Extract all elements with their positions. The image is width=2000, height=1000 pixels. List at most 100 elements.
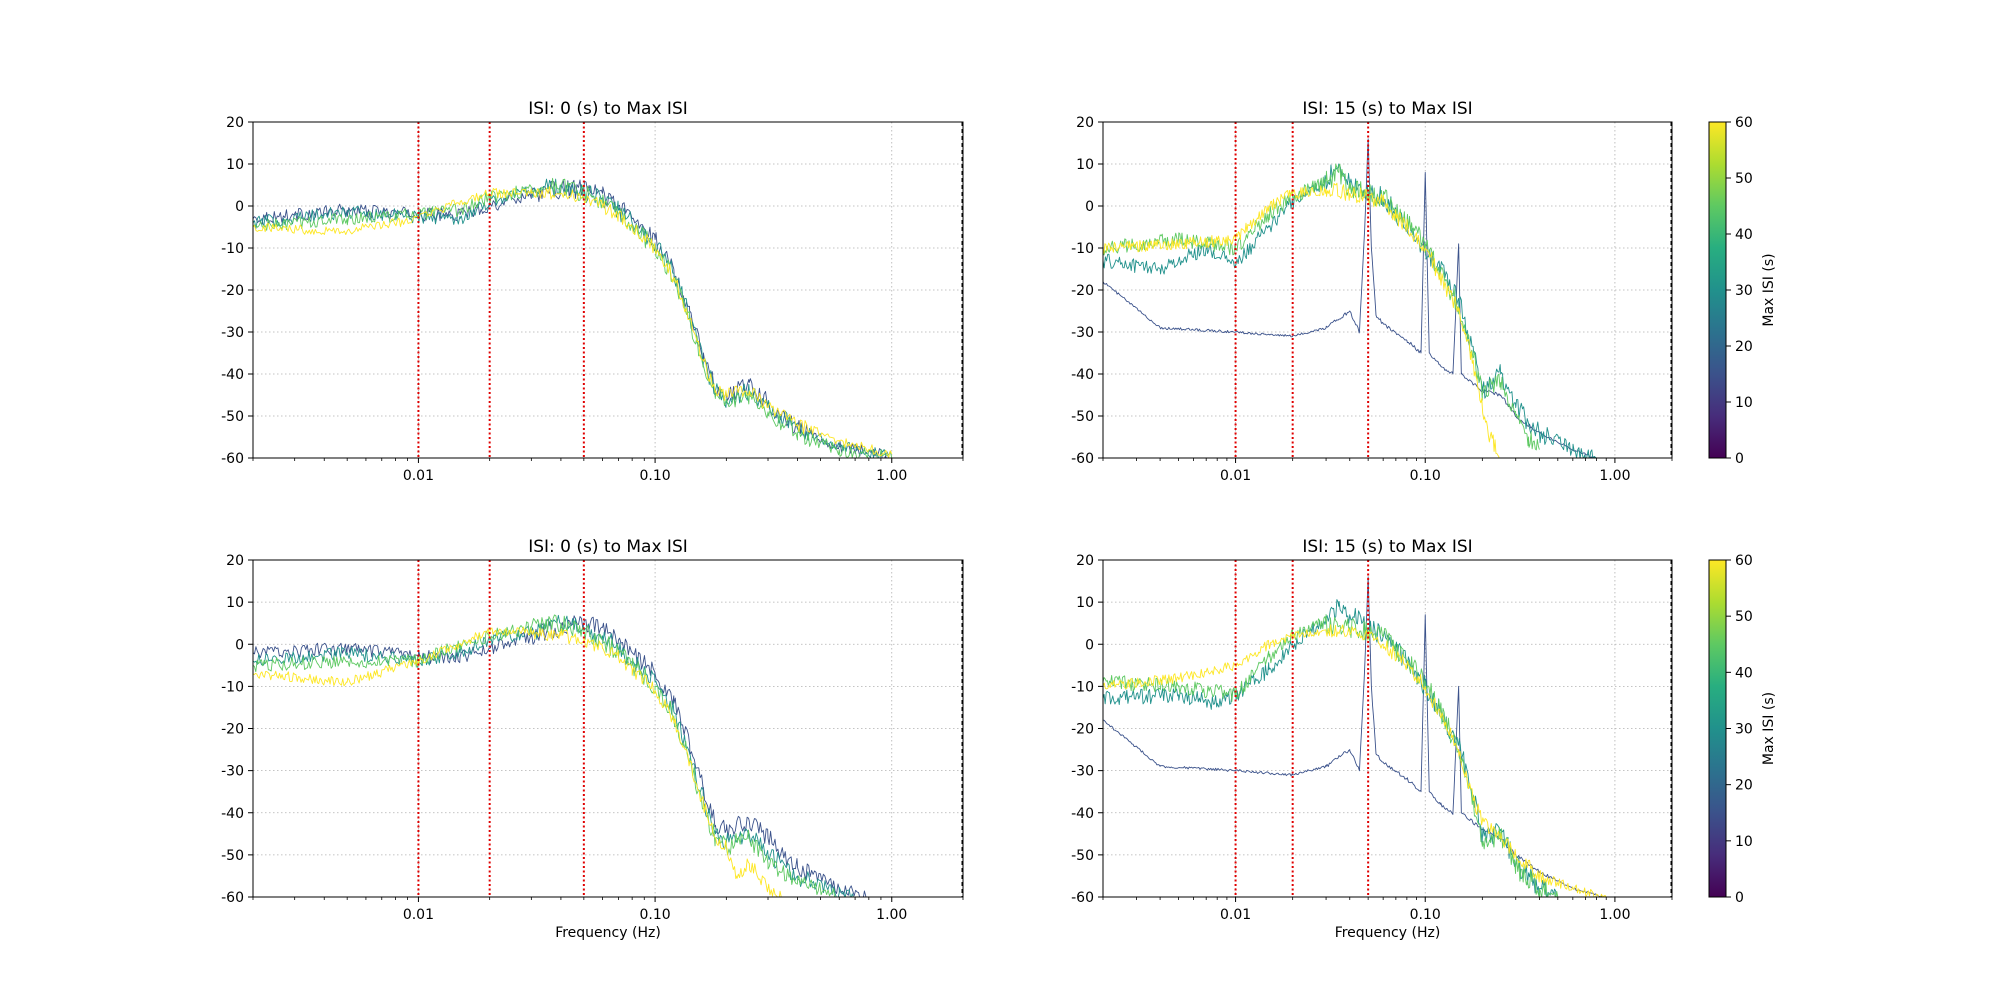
x-axis-label: Frequency (Hz) bbox=[555, 925, 661, 941]
subplot-2: -60 -50 -40 -30 -20 -10 0 10 20 0.01 0.10 1.00 ISI: … bbox=[1071, 99, 1777, 484]
colorbar-tick-label: 20 bbox=[1735, 339, 1753, 355]
y-tick-label: 0 bbox=[1085, 199, 1094, 215]
y-tick-label: 10 bbox=[1076, 595, 1094, 611]
subplot-title: ISI: 15 (s) to Max ISI bbox=[1302, 99, 1472, 119]
y-tick-label: 10 bbox=[226, 595, 244, 611]
subplot-1: -60 -50 -40 -30 -20 -10 0 10 20 0.01 0.10 1.00 ISI: … bbox=[221, 99, 964, 484]
subplot-3: -60 -50 -40 -30 -20 -10 0 10 20 0.01 0.10 1.00 ISI: … bbox=[221, 537, 964, 941]
colorbar-label: Max ISI (s) bbox=[1761, 253, 1777, 326]
y-tick-label: -30 bbox=[221, 764, 244, 780]
y-tick-label: -40 bbox=[1071, 367, 1094, 383]
colorbar-tick-label: 50 bbox=[1735, 171, 1753, 187]
y-tick-label: -50 bbox=[1071, 409, 1094, 425]
x-tick-label: 1.00 bbox=[1599, 468, 1630, 484]
colorbar-gradient bbox=[1708, 121, 1727, 459]
y-tick-label: -20 bbox=[221, 283, 244, 299]
axes-frame bbox=[252, 121, 964, 459]
y-tick-label: -50 bbox=[221, 409, 244, 425]
y-tick-label: -10 bbox=[221, 679, 244, 695]
x-tick-label: 0.10 bbox=[640, 907, 671, 923]
y-tick-label: 0 bbox=[235, 199, 244, 215]
series-group bbox=[1103, 138, 1597, 458]
x-tick-label: 0.10 bbox=[640, 468, 671, 484]
colorbar-tick-label: 0 bbox=[1735, 451, 1744, 467]
colorbar: 0 10 20 30 40 50 60 Max ISI (s) bbox=[1708, 115, 1777, 467]
x-tick-label: 1.00 bbox=[1599, 907, 1630, 923]
y-tick-label: -10 bbox=[221, 241, 244, 257]
colorbar-tick-label: 40 bbox=[1735, 665, 1753, 681]
y-tick-label: -20 bbox=[1071, 722, 1094, 738]
series-line bbox=[253, 178, 892, 458]
subplot-4: -60 -50 -40 -30 -20 -10 0 10 20 0.01 0.10 1.00 ISI: … bbox=[1071, 537, 1777, 941]
y-tick-label: -60 bbox=[221, 890, 244, 906]
series-line bbox=[253, 186, 893, 458]
series-line bbox=[1103, 163, 1597, 458]
series-line bbox=[1103, 138, 1597, 458]
y-tick-label: -20 bbox=[221, 722, 244, 738]
series-group bbox=[253, 177, 893, 458]
y-tick-label: -40 bbox=[221, 367, 244, 383]
colorbar-tick-label: 0 bbox=[1735, 890, 1744, 906]
colorbar-tick-label: 50 bbox=[1735, 609, 1753, 625]
series-line bbox=[1103, 163, 1540, 451]
series-line bbox=[253, 179, 892, 458]
colorbar-tick-label: 40 bbox=[1735, 227, 1753, 243]
series-line bbox=[253, 614, 840, 897]
colorbar-tick-label: 60 bbox=[1735, 115, 1753, 131]
y-tick-label: -10 bbox=[1071, 241, 1094, 257]
series-line bbox=[1103, 182, 1501, 458]
colorbar-tick-label: 10 bbox=[1735, 834, 1753, 850]
y-tick-label: -40 bbox=[221, 806, 244, 822]
colorbar-tick-label: 30 bbox=[1735, 722, 1753, 738]
colorbar-tick-label: 30 bbox=[1735, 283, 1753, 299]
series-group bbox=[1103, 576, 1607, 897]
y-tick-label: 20 bbox=[226, 115, 244, 131]
y-tick-label: 20 bbox=[1076, 553, 1094, 569]
series-line bbox=[253, 626, 784, 897]
y-tick-label: 20 bbox=[226, 553, 244, 569]
y-tick-label: -40 bbox=[1071, 806, 1094, 822]
y-tick-label: -30 bbox=[1071, 325, 1094, 341]
subplot-title: ISI: 0 (s) to Max ISI bbox=[528, 537, 688, 557]
axes-frame bbox=[252, 559, 964, 898]
colorbar-tick-label: 60 bbox=[1735, 553, 1753, 569]
y-tick-label: 20 bbox=[1076, 115, 1094, 131]
y-tick-label: -60 bbox=[221, 451, 244, 467]
colorbar-tick-label: 20 bbox=[1735, 778, 1753, 794]
colorbar-tick-label: 10 bbox=[1735, 395, 1753, 411]
series-line bbox=[1103, 614, 1559, 897]
x-tick-label: 0.01 bbox=[403, 468, 434, 484]
y-tick-label: -30 bbox=[221, 325, 244, 341]
y-tick-label: 10 bbox=[226, 157, 244, 173]
series-group bbox=[253, 614, 869, 897]
y-tick-label: 0 bbox=[235, 637, 244, 653]
x-tick-label: 0.01 bbox=[1220, 468, 1251, 484]
y-tick-label: 10 bbox=[1076, 157, 1094, 173]
y-tick-label: -60 bbox=[1071, 890, 1094, 906]
y-tick-label: 0 bbox=[1085, 637, 1094, 653]
x-tick-label: 1.00 bbox=[876, 468, 907, 484]
series-line bbox=[1103, 624, 1607, 897]
subplot-title: ISI: 0 (s) to Max ISI bbox=[528, 99, 688, 119]
colorbar-label: Max ISI (s) bbox=[1761, 692, 1777, 765]
x-tick-label: 0.10 bbox=[1410, 468, 1441, 484]
x-tick-label: 0.10 bbox=[1410, 907, 1441, 923]
x-tick-label: 0.01 bbox=[1220, 907, 1251, 923]
series-line bbox=[1103, 599, 1558, 897]
y-tick-label: -50 bbox=[1071, 848, 1094, 864]
x-tick-label: 0.01 bbox=[403, 907, 434, 923]
y-tick-label: -50 bbox=[221, 848, 244, 864]
colorbar-gradient bbox=[1708, 559, 1727, 898]
series-line bbox=[253, 177, 893, 458]
y-tick-label: -60 bbox=[1071, 451, 1094, 467]
y-tick-label: -20 bbox=[1071, 283, 1094, 299]
series-line bbox=[253, 615, 869, 897]
y-tick-label: -30 bbox=[1071, 764, 1094, 780]
x-tick-label: 1.00 bbox=[876, 907, 907, 923]
y-tick-label: -10 bbox=[1071, 679, 1094, 695]
series-line bbox=[1103, 576, 1607, 897]
subplot-title: ISI: 15 (s) to Max ISI bbox=[1302, 537, 1472, 557]
colorbar: 0 10 20 30 40 50 60 Max ISI (s) bbox=[1708, 553, 1777, 906]
x-axis-label: Frequency (Hz) bbox=[1335, 925, 1441, 941]
